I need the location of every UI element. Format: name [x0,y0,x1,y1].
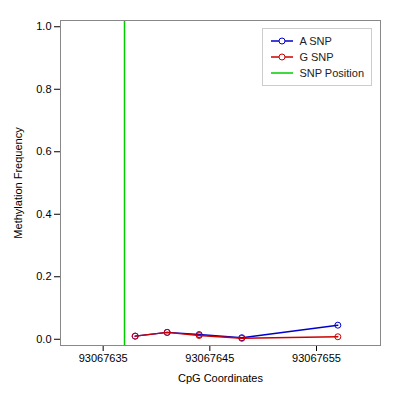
svg-text:0.6: 0.6 [36,145,51,157]
html-text:A SNP: A SNP [299,35,332,47]
svg-text:93067635: 93067635 [79,352,128,364]
html-text:SNP Position: SNP Position [299,67,364,79]
svg-text:93067645: 93067645 [185,352,234,364]
html-text:G SNP: G SNP [299,51,334,63]
svg-text:0.4: 0.4 [36,208,51,220]
svg-text:Methylation Frequency: Methylation Frequency [12,127,24,239]
svg-text:0.0: 0.0 [36,333,51,345]
svg-text:0.8: 0.8 [36,83,51,95]
svg-text:1.0: 1.0 [36,20,51,32]
svg-text:CpG Coordinates: CpG Coordinates [178,372,263,384]
svg-text:93067655: 93067655 [292,352,341,364]
svg-text:0.2: 0.2 [36,270,51,282]
